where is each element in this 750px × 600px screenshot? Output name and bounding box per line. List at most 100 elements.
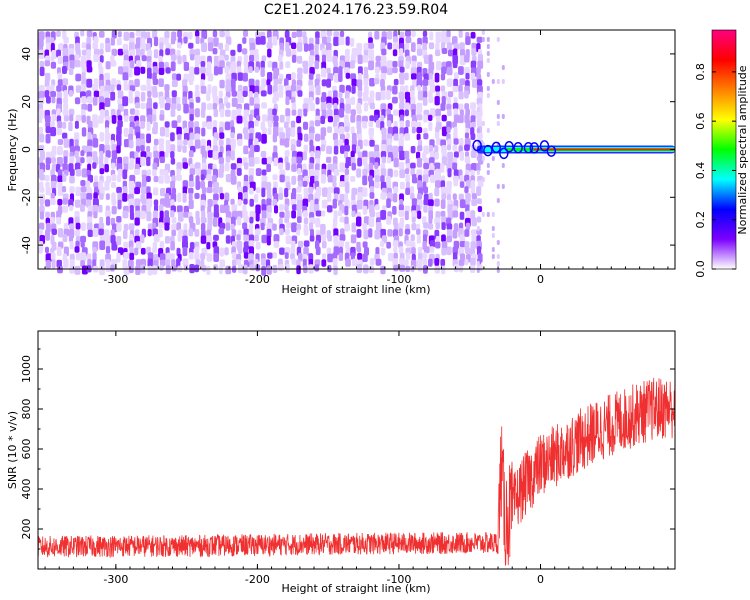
spectrogram-cell [272, 199, 278, 207]
spectrogram-cell [122, 169, 128, 180]
spectrogram-cell [435, 36, 441, 43]
spectrogram-cell [496, 254, 500, 259]
y-tick-label: 40 [20, 47, 33, 61]
spectrogram-cell [333, 60, 338, 68]
spectrogram-cell [93, 211, 98, 219]
spectrogram-cell [357, 133, 363, 141]
spectrogram-cell [159, 114, 165, 121]
spectrogram-cell [110, 235, 116, 244]
spectrogram-cell [183, 264, 189, 271]
spectrogram-cell [357, 54, 363, 65]
spectrogram-cell [422, 30, 428, 37]
spectrogram-cell [351, 85, 356, 94]
spectrogram-cell [140, 139, 146, 147]
spectrogram-cell [104, 156, 109, 166]
spectrogram-cell [338, 91, 343, 98]
spectrogram-cell [218, 90, 223, 98]
spectrogram-cell [75, 253, 82, 261]
spectrogram-cell [405, 61, 410, 69]
spectrogram-cell [117, 115, 123, 122]
spectrogram-cell [134, 78, 140, 87]
spectrogram-cell [254, 54, 260, 62]
spectrogram-cell [296, 30, 303, 38]
spectrogram-cell [314, 198, 319, 206]
spectrogram-cell [387, 31, 393, 40]
spectrogram-cell [56, 49, 61, 58]
spectrogram-cell [351, 48, 358, 56]
spectrogram-cell [75, 114, 82, 121]
spectrogram-cell [45, 253, 52, 263]
spectrogram-cell [231, 252, 237, 260]
spectrogram-cell [458, 115, 464, 124]
spectrogram-cell [393, 264, 399, 272]
spectrogram-cell [417, 85, 422, 92]
spectrogram-cell [176, 126, 182, 136]
spectrogram-cell [440, 163, 445, 173]
spectrogram-cell [423, 246, 430, 254]
spectrogram-cell [398, 246, 404, 254]
spectrogram-cell [333, 169, 340, 176]
spectrogram-cell [152, 169, 157, 177]
spectrogram-cell [212, 103, 218, 111]
spectrogram-cell [440, 31, 447, 38]
spectrogram-cell [141, 55, 147, 62]
spectrogram-cell [248, 120, 254, 131]
spectrogram-cell [486, 37, 490, 42]
spectrogram-cell [56, 30, 61, 37]
spectrogram-cell [501, 163, 505, 168]
spectrogram-cell [441, 114, 447, 122]
spectrogram-cell [93, 54, 99, 63]
spectrogram-cell [501, 114, 505, 119]
spectrogram-cell [207, 163, 214, 170]
spectrogram-cell [188, 252, 194, 260]
spectrogram-cell [435, 180, 441, 189]
spectrogram-cell [428, 258, 433, 267]
spectrogram-cell [201, 187, 207, 194]
spectrogram-cell [218, 139, 224, 147]
spectrogram-cell [123, 84, 130, 91]
spectrogram-cell [45, 260, 51, 269]
spectrogram-cell [153, 175, 159, 183]
signal-blob [539, 140, 550, 152]
spectrogram-cell [435, 126, 440, 134]
spectrogram-cell [404, 133, 411, 141]
spectrogram-cell [255, 241, 261, 250]
spectrogram-cell [116, 126, 122, 136]
spectrogram-cell [194, 133, 200, 142]
spectrogram-cell [380, 115, 385, 122]
spectrogram-cell [465, 247, 471, 255]
spectrogram-cell [386, 145, 393, 154]
spectrogram-cell [99, 102, 105, 112]
spectrogram-cell [80, 186, 87, 193]
spectrogram-cell [93, 175, 98, 183]
spectrogram-cell [435, 49, 441, 57]
spectrogram-cell [477, 132, 483, 140]
spectrogram-cell [86, 180, 91, 189]
spectrogram-cell [117, 48, 124, 56]
spectrogram-cell [369, 162, 374, 171]
spectrogram-cell [429, 174, 436, 183]
spectrogram-cell [345, 36, 350, 46]
spectrogram-cell [147, 90, 152, 98]
spectrogram-cell [111, 205, 117, 215]
spectrogram-cell [284, 156, 289, 164]
spectrogram-cell [315, 210, 322, 217]
spectrogram-cell [80, 204, 85, 212]
y-tick-label: 800 [20, 399, 33, 420]
spectrogram-cell [128, 96, 134, 104]
spectrogram-cell [153, 199, 159, 206]
spectrogram-cell [465, 108, 471, 117]
spectrogram-cell [339, 97, 344, 105]
spectrogram-cell [213, 204, 219, 215]
spectrogram-cell [470, 72, 476, 81]
spectrogram-cell [481, 121, 485, 126]
spectrogram-x-axis-label: Height of straight line (km) [281, 283, 430, 296]
spectrogram-cell [416, 234, 421, 244]
spectrogram-cell [69, 60, 75, 70]
spectrogram-cell [362, 205, 368, 215]
spectrogram-cell [285, 175, 290, 184]
spectrogram-cell [339, 181, 346, 188]
spectrogram-cell [140, 115, 146, 123]
spectrogram-cell [117, 192, 123, 202]
spectrogram-cell [363, 102, 369, 112]
